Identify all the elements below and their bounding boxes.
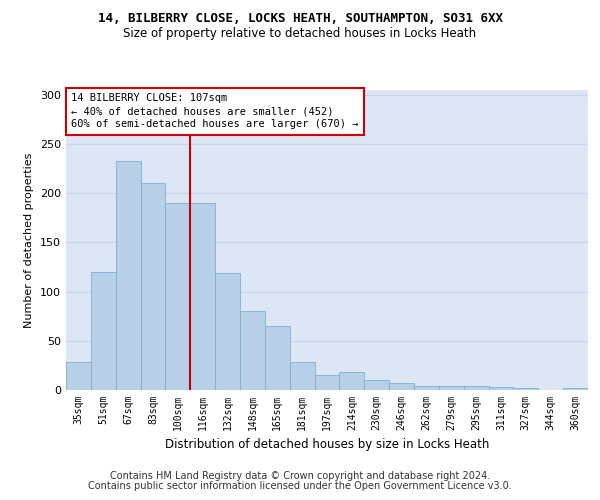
Text: Contains public sector information licensed under the Open Government Licence v3: Contains public sector information licen…	[88, 481, 512, 491]
Bar	[240, 312, 265, 390]
Bar	[314, 375, 340, 390]
Bar	[488, 387, 514, 390]
Bar	[514, 388, 538, 390]
Bar	[190, 203, 215, 390]
Bar	[414, 386, 439, 390]
Bar	[439, 386, 464, 390]
Text: 14 BILBERRY CLOSE: 107sqm
← 40% of detached houses are smaller (452)
60% of semi: 14 BILBERRY CLOSE: 107sqm ← 40% of detac…	[71, 93, 359, 130]
Bar	[464, 386, 488, 390]
Bar	[166, 203, 190, 390]
Y-axis label: Number of detached properties: Number of detached properties	[25, 152, 34, 328]
X-axis label: Distribution of detached houses by size in Locks Heath: Distribution of detached houses by size …	[165, 438, 489, 452]
Bar	[340, 372, 364, 390]
Bar	[215, 273, 240, 390]
Bar	[389, 383, 414, 390]
Bar	[290, 362, 314, 390]
Bar	[116, 161, 140, 390]
Text: Contains HM Land Registry data © Crown copyright and database right 2024.: Contains HM Land Registry data © Crown c…	[110, 471, 490, 481]
Bar	[563, 388, 588, 390]
Bar	[364, 380, 389, 390]
Text: Size of property relative to detached houses in Locks Heath: Size of property relative to detached ho…	[124, 28, 476, 40]
Bar	[91, 272, 116, 390]
Bar	[140, 184, 166, 390]
Text: 14, BILBERRY CLOSE, LOCKS HEATH, SOUTHAMPTON, SO31 6XX: 14, BILBERRY CLOSE, LOCKS HEATH, SOUTHAM…	[97, 12, 503, 26]
Bar	[265, 326, 290, 390]
Bar	[66, 362, 91, 390]
